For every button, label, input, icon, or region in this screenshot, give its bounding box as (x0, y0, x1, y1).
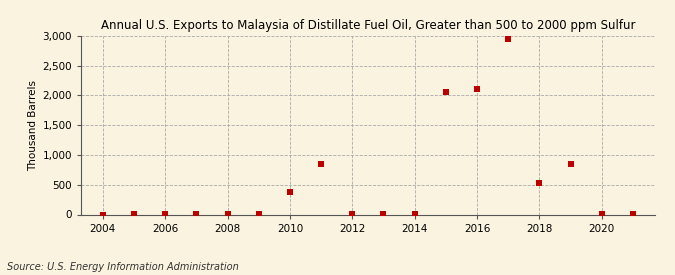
Point (191, 212, 202, 216)
Point (628, 212, 639, 216)
Point (440, 90, 451, 95)
Point (472, 87, 483, 92)
Title: Annual U.S. Exports to Malaysia of Distillate Fuel Oil, Greater than 500 to 2000: Annual U.S. Exports to Malaysia of Disti… (101, 19, 635, 32)
Point (97, 212, 108, 217)
Point (534, 181, 545, 185)
Point (253, 212, 264, 216)
Point (285, 190, 296, 194)
Point (222, 212, 233, 216)
Point (316, 162, 327, 166)
Point (503, 37, 514, 41)
Point (347, 212, 358, 216)
Point (129, 212, 140, 216)
Point (378, 212, 389, 216)
Point (160, 212, 171, 216)
Point (596, 212, 607, 216)
Text: Source: U.S. Energy Information Administration: Source: U.S. Energy Information Administ… (7, 262, 238, 272)
Y-axis label: Thousand Barrels: Thousand Barrels (28, 80, 38, 170)
Point (565, 162, 576, 166)
Point (409, 212, 420, 216)
